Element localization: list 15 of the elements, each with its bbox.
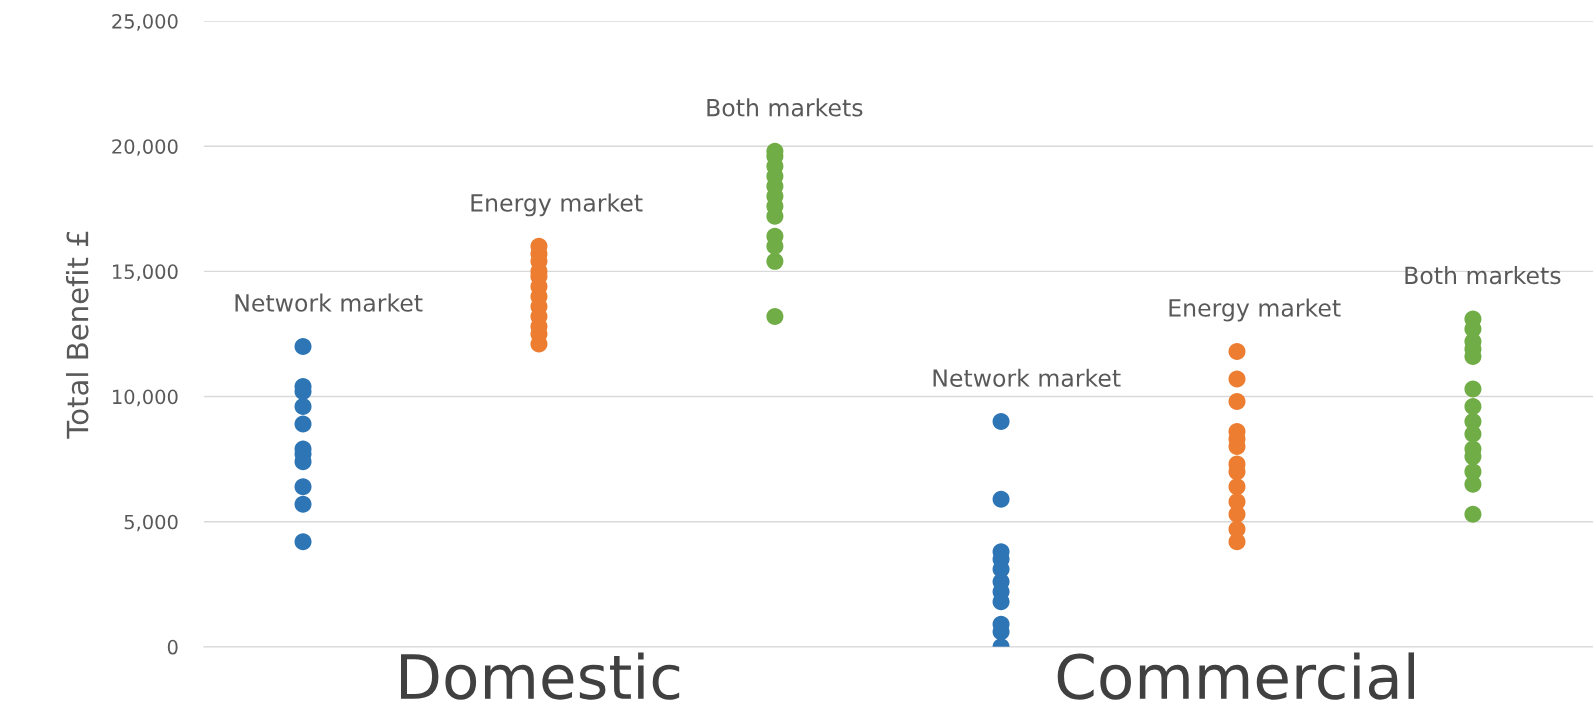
text: Energy market (471, 193, 643, 217)
y-axis-title: Total Benefit £ (65, 231, 89, 439)
text: Network market (933, 368, 1121, 387)
y-tick-label: 5,000 (124, 514, 178, 532)
y-tick-label: 20,000 (112, 139, 178, 156)
x-tick-label: Domestic (400, 652, 680, 700)
text: Both markets (1405, 266, 1561, 285)
y-tick-label: 10,000 (113, 389, 178, 407)
series-label: Energy market (1169, 298, 1341, 322)
series-label: Both markets (707, 98, 863, 117)
y-tick-label: 15,000 (113, 264, 178, 282)
y-tick-label: 25,000 (112, 14, 178, 31)
series-label: Network market (235, 293, 423, 312)
x-tick-label: Commercial (1057, 652, 1414, 700)
y-tick-label: 0 (167, 639, 178, 655)
